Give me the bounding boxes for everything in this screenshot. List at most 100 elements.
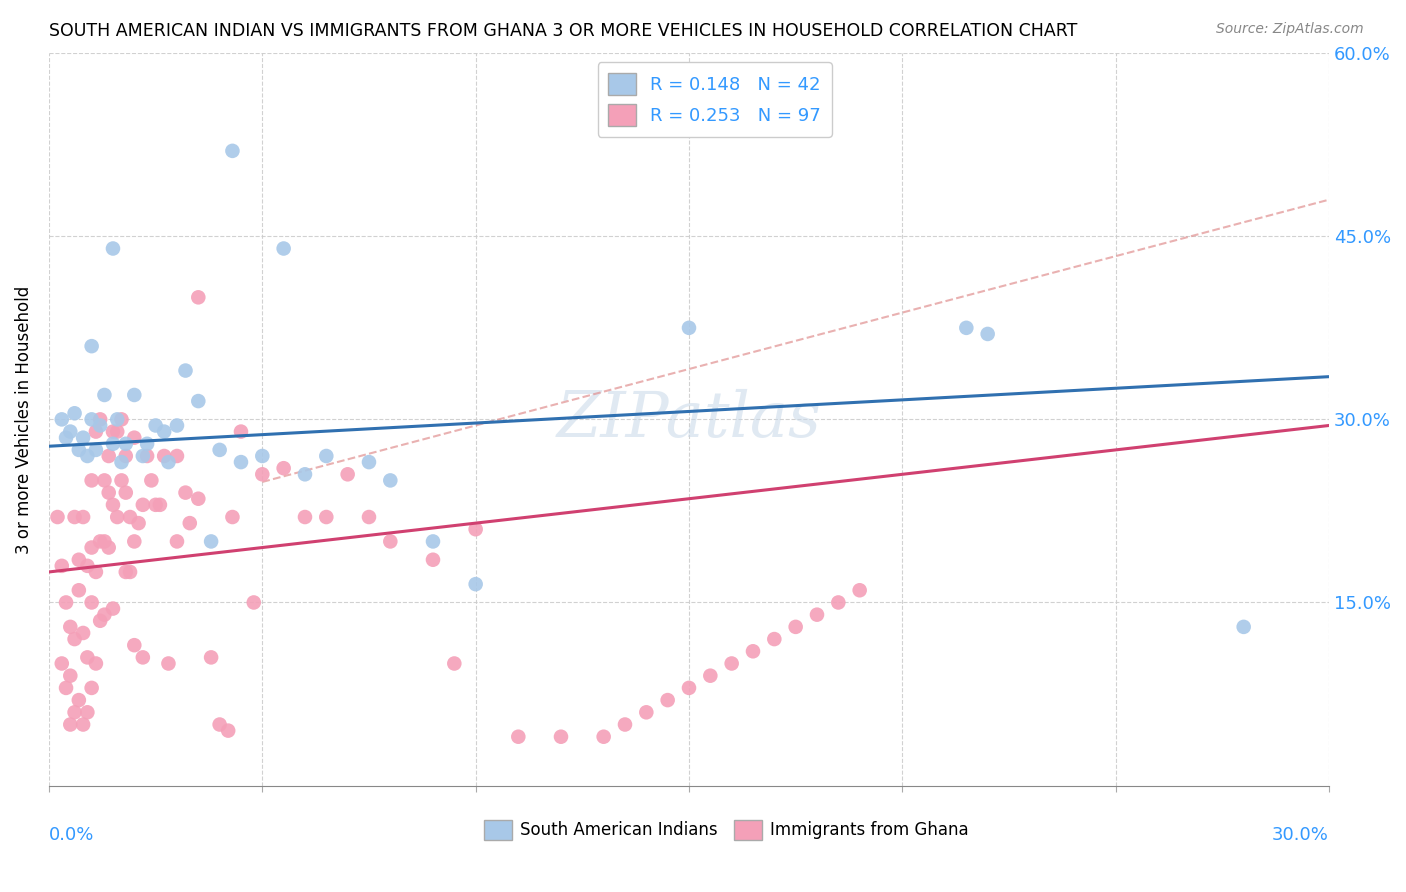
Point	[174, 485, 197, 500]
Point	[76, 650, 98, 665]
Point	[67, 553, 90, 567]
Point	[678, 321, 700, 335]
Point	[124, 431, 146, 445]
Point	[46, 510, 69, 524]
Point	[80, 681, 103, 695]
Point	[1233, 620, 1256, 634]
Point	[55, 681, 77, 695]
Point	[443, 657, 465, 671]
Point	[153, 425, 176, 439]
Point	[550, 730, 572, 744]
Point	[63, 510, 86, 524]
Point	[114, 449, 136, 463]
Point	[80, 339, 103, 353]
Point	[785, 620, 807, 634]
Point	[208, 717, 231, 731]
Point	[72, 431, 94, 445]
Point	[101, 437, 124, 451]
Point	[221, 510, 243, 524]
Point	[380, 534, 402, 549]
Point	[110, 455, 132, 469]
Point	[51, 657, 73, 671]
Point	[827, 595, 849, 609]
Point	[145, 418, 167, 433]
Point	[63, 706, 86, 720]
Text: South American Indians: South American Indians	[520, 822, 717, 839]
Point	[141, 474, 163, 488]
Point	[114, 565, 136, 579]
Point	[72, 717, 94, 731]
Point	[132, 650, 155, 665]
Point	[217, 723, 239, 738]
Point	[93, 388, 115, 402]
Point	[67, 442, 90, 457]
Point	[763, 632, 786, 646]
Point	[105, 412, 128, 426]
Point	[208, 442, 231, 457]
Point	[678, 681, 700, 695]
Point	[128, 516, 150, 530]
Point	[80, 412, 103, 426]
Point	[614, 717, 637, 731]
Point	[200, 534, 222, 549]
Point	[742, 644, 765, 658]
Point	[229, 455, 252, 469]
Point	[273, 461, 295, 475]
Point	[187, 290, 209, 304]
Point	[89, 534, 111, 549]
Point	[157, 657, 180, 671]
Point	[76, 449, 98, 463]
Point	[97, 541, 120, 555]
Point	[93, 474, 115, 488]
Point	[101, 498, 124, 512]
Point	[592, 730, 614, 744]
Point	[294, 510, 316, 524]
Point	[80, 474, 103, 488]
Point	[72, 510, 94, 524]
Point	[101, 601, 124, 615]
Point	[124, 534, 146, 549]
Point	[699, 669, 721, 683]
Point	[76, 558, 98, 573]
FancyBboxPatch shape	[484, 820, 512, 840]
Point	[80, 595, 103, 609]
Point	[357, 455, 380, 469]
Point	[252, 467, 274, 482]
Point	[200, 650, 222, 665]
Point	[422, 534, 444, 549]
Point	[187, 394, 209, 409]
Point	[464, 577, 486, 591]
Point	[89, 418, 111, 433]
Point	[315, 510, 337, 524]
Text: SOUTH AMERICAN INDIAN VS IMMIGRANTS FROM GHANA 3 OR MORE VEHICLES IN HOUSEHOLD C: SOUTH AMERICAN INDIAN VS IMMIGRANTS FROM…	[49, 22, 1077, 40]
Text: Immigrants from Ghana: Immigrants from Ghana	[769, 822, 969, 839]
Point	[63, 406, 86, 420]
Point	[63, 632, 86, 646]
Text: 30.0%: 30.0%	[1272, 826, 1329, 844]
Point	[76, 706, 98, 720]
Point	[242, 595, 264, 609]
Point	[955, 321, 977, 335]
Point	[806, 607, 828, 622]
Point	[124, 638, 146, 652]
Point	[187, 491, 209, 506]
Point	[848, 583, 870, 598]
Point	[51, 558, 73, 573]
Point	[110, 412, 132, 426]
Point	[72, 626, 94, 640]
Point	[55, 431, 77, 445]
Point	[149, 498, 172, 512]
Point	[179, 516, 201, 530]
Point	[132, 449, 155, 463]
Point	[153, 449, 176, 463]
Point	[315, 449, 337, 463]
Point	[89, 614, 111, 628]
Point	[157, 455, 180, 469]
Point	[93, 607, 115, 622]
Point	[67, 583, 90, 598]
Point	[336, 467, 359, 482]
Point	[59, 717, 82, 731]
Text: Source: ZipAtlas.com: Source: ZipAtlas.com	[1216, 22, 1364, 37]
Point	[252, 449, 274, 463]
Point	[508, 730, 530, 744]
